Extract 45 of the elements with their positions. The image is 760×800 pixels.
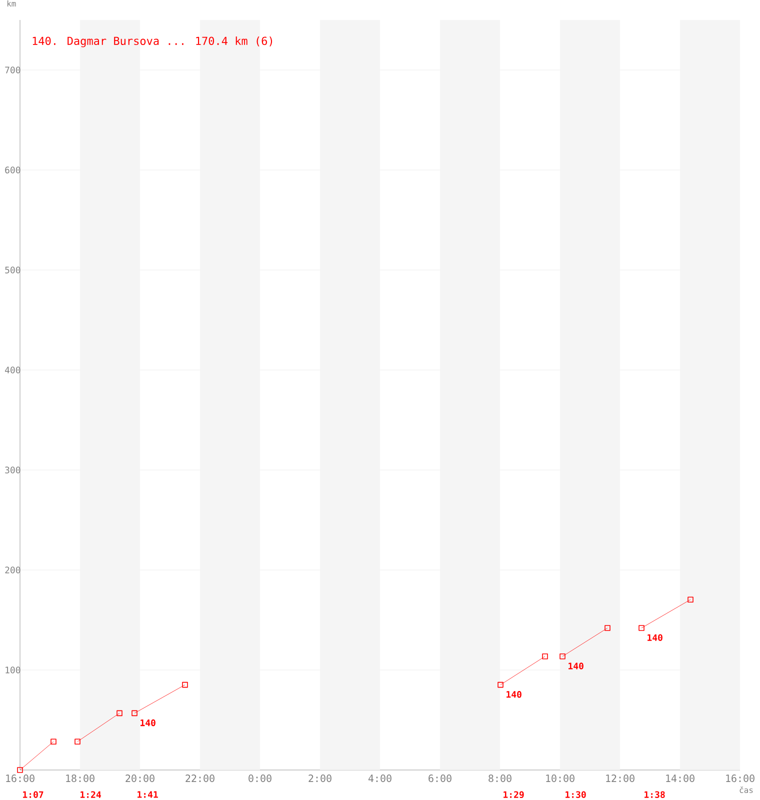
text: 1:41 <box>138 791 158 798</box>
text: 1:30 <box>566 791 586 798</box>
x-tick-label: 10:00 <box>546 774 574 782</box>
point <box>17 767 23 773</box>
text: 1:07 <box>23 791 44 798</box>
x-tick-label: 16:00 <box>6 774 34 782</box>
y-tick-label: 600 <box>5 166 20 174</box>
point <box>542 654 548 660</box>
point <box>74 738 80 744</box>
x-tick-label: 2:00 <box>308 774 332 782</box>
y-tick-label: 500 <box>5 266 20 274</box>
annotation: 140 <box>568 662 584 670</box>
point <box>560 654 566 660</box>
x-tick-label: 16:00 <box>726 774 754 782</box>
text: 140. Dagmar Bursova ... 170.4 km (6) <box>32 36 272 48</box>
x-tick-label: 0:00 <box>248 774 272 782</box>
point <box>688 596 694 602</box>
y-tick-label: 100 <box>6 666 20 674</box>
x-tick-label: 12:00 <box>606 774 634 782</box>
point <box>638 625 644 631</box>
x-tick-label: 20:00 <box>126 774 154 782</box>
point <box>116 710 122 716</box>
x-tick-label: 6:00 <box>428 774 452 782</box>
annotation: 140 <box>140 719 156 726</box>
x-tick-label: 22:00 <box>186 774 214 782</box>
point <box>132 710 138 716</box>
x-tick-label: 8:00 <box>488 774 512 782</box>
y-tick-label: 700 <box>5 66 20 74</box>
point <box>498 682 504 688</box>
text: 1:24 <box>80 791 101 798</box>
y-tick-label: 300 <box>5 466 20 474</box>
annotation: 140 <box>648 634 662 642</box>
y-tick-label: 400 <box>5 366 20 374</box>
y-tick-label: 200 <box>5 566 20 574</box>
y-axis-title: km <box>7 0 16 6</box>
text: 1:38 <box>644 791 665 798</box>
annotation: 140 <box>506 691 522 698</box>
text: 1:29 <box>504 791 524 798</box>
point <box>50 738 56 744</box>
x-tick-label: 4:00 <box>368 774 392 782</box>
x-axis-title: čas <box>740 786 753 794</box>
x-tick-label: 18:00 <box>66 774 94 782</box>
x-tick-label: 14:00 <box>666 774 694 782</box>
point <box>182 682 188 688</box>
point <box>604 625 610 631</box>
